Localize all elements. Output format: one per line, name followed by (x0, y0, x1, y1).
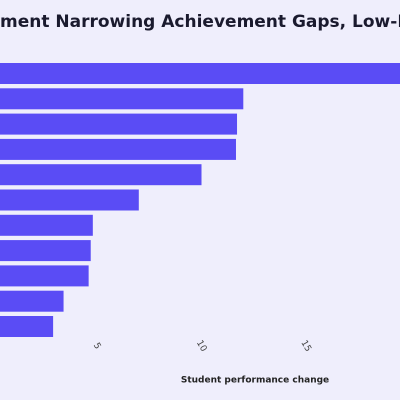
bar (0, 316, 54, 337)
bar (0, 138, 236, 160)
x-axis-label: Student performance change (181, 376, 329, 386)
chart-title: ment Narrowing Achievement Gaps, Low-Inc… (0, 12, 400, 32)
bar (0, 214, 93, 236)
bar (0, 63, 400, 84)
bar (0, 240, 91, 262)
bar (0, 164, 202, 186)
bar (0, 290, 64, 312)
bar (0, 88, 244, 110)
x-tick-label: 5 (91, 341, 103, 351)
bar (0, 189, 139, 211)
bar (0, 113, 238, 135)
bar (0, 265, 89, 287)
x-tick-label: 15 (298, 339, 312, 354)
